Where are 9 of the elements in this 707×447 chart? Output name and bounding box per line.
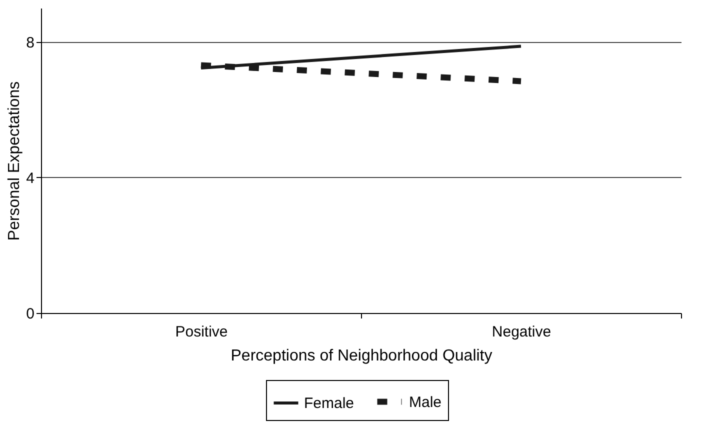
y-axis-title: Personal Expectations [6,81,24,241]
legend-label: Female [304,395,354,412]
x-tick-label: Negative [492,324,552,340]
y-tick-label: 8 [26,34,34,52]
y-tick-label: 4 [26,170,34,187]
legend-label: Male [409,394,442,411]
x-axis-title: Perceptions of Neighborhood Quality [230,348,492,364]
x-tick-label: Positive [175,324,228,340]
y-tick-label: 0 [26,306,34,322]
